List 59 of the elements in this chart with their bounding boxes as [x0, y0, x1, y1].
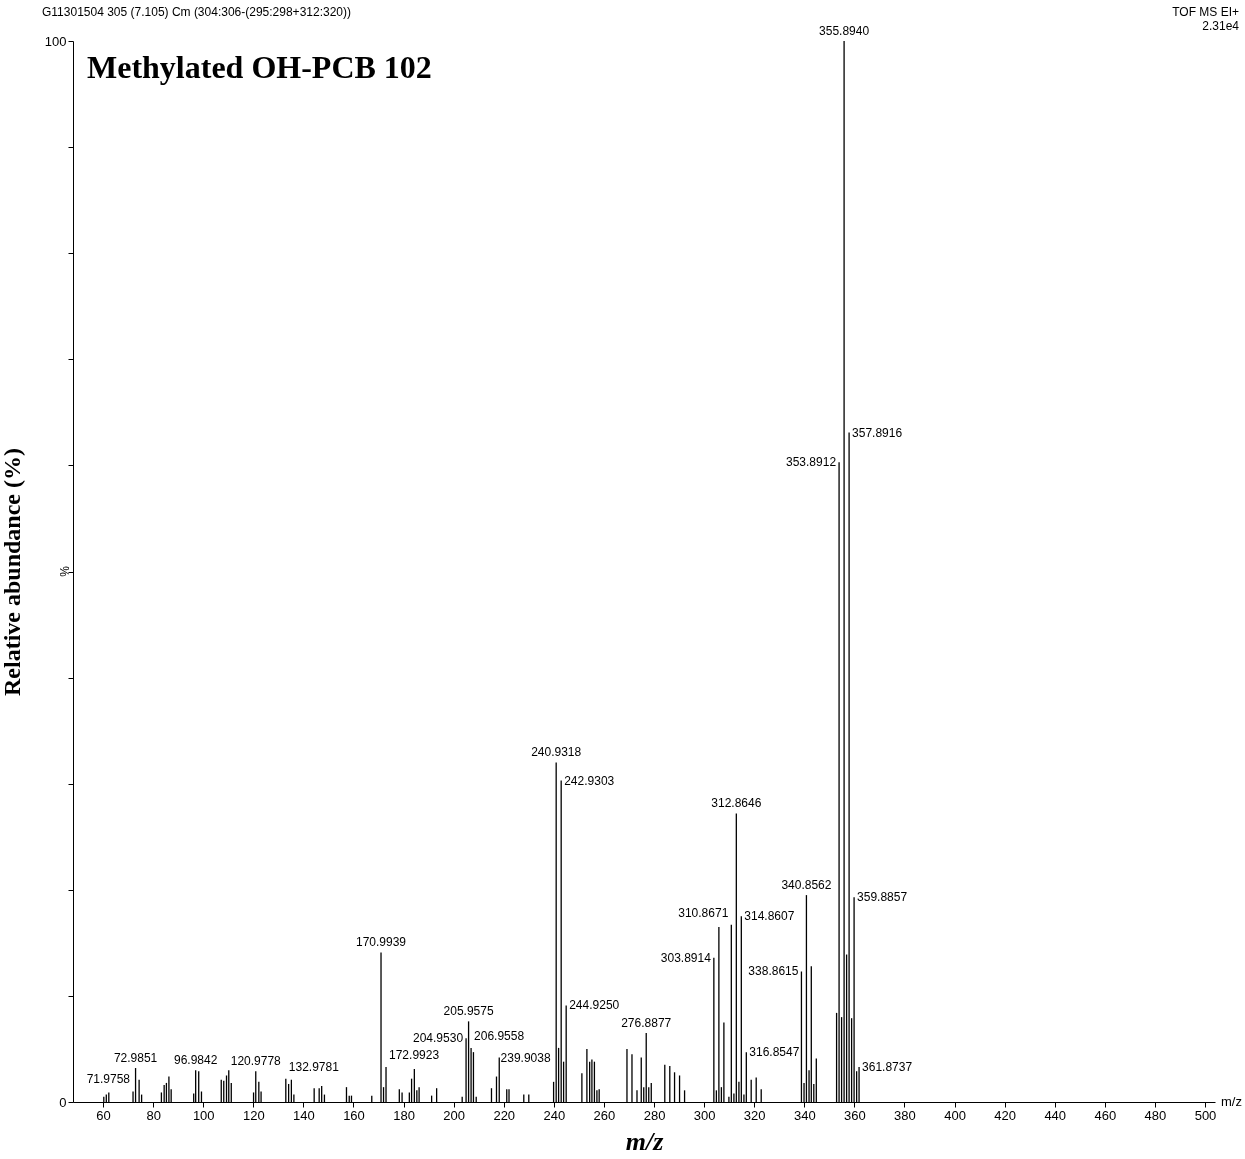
annotation: 361.8737: [862, 1059, 913, 1074]
x-tick-label: 280: [643, 1107, 666, 1123]
x-tick-label: 300: [693, 1107, 716, 1123]
annotation: 170.9939: [355, 935, 407, 950]
x-axis-title: m/z: [625, 1126, 665, 1156]
annotation: 132.9781: [288, 1059, 340, 1074]
annotation: 312.8646: [711, 796, 762, 811]
annotation: 244.9250: [569, 998, 620, 1013]
x-tick-label: 80: [146, 1107, 161, 1123]
annotation: 340.8562: [781, 878, 832, 893]
annotation: 357.8916: [852, 425, 903, 440]
annotation: 240.9318: [531, 745, 582, 760]
text: %: [58, 565, 72, 577]
annotation: 72.9851: [113, 1051, 158, 1066]
text: m/z: [1221, 1094, 1242, 1109]
x-tick-label: 120: [242, 1107, 265, 1123]
x-tick-label: 100: [192, 1107, 215, 1123]
x-tick-label: 340: [793, 1107, 816, 1123]
x-tick-label: 420: [994, 1107, 1016, 1123]
annotation: 71.9758: [86, 1072, 131, 1087]
annotation: 242.9303: [564, 773, 615, 788]
annotation: 205.9575: [443, 1004, 494, 1019]
text: G11301504 305 (7.105) Cm (304:306-(295:298+312:320)): [42, 5, 351, 19]
annotation: 359.8857: [857, 890, 908, 905]
x-tick-label: 180: [393, 1107, 415, 1123]
text: TOF MS EI+: [1172, 5, 1239, 19]
annotation: 355.8940: [819, 24, 870, 38]
x-tick-label: 240: [543, 1107, 566, 1123]
annotation: 353.8912: [786, 455, 837, 470]
annotation: 316.8547: [749, 1045, 800, 1060]
x-tick-label: 360: [844, 1107, 866, 1123]
x-tick-label: 460: [1094, 1107, 1117, 1123]
annotation: 172.9923: [389, 1047, 440, 1062]
x-tick-label: 140: [293, 1107, 315, 1123]
x-tick-label: 200: [443, 1107, 466, 1123]
x-tick-label: 500: [1194, 1107, 1217, 1123]
x-tick-label: 480: [1144, 1107, 1167, 1123]
annotation: 206.9558: [474, 1028, 525, 1043]
annotation: 239.9038: [500, 1050, 551, 1065]
annotation: 96.9842: [173, 1053, 218, 1068]
annotation: 204.9530: [413, 1031, 464, 1046]
x-tick-label: 160: [343, 1107, 365, 1123]
text: 2.31e4: [1202, 19, 1240, 33]
x-tick-label: 260: [593, 1107, 616, 1123]
x-tick-label: 400: [944, 1107, 966, 1123]
y-tick-label: 0: [59, 1094, 67, 1110]
x-tick-label: 320: [743, 1107, 766, 1123]
annotation: 303.8914: [660, 950, 712, 965]
y-axis-title: Relative abundance (%): [0, 448, 25, 696]
x-tick-label: 380: [894, 1107, 916, 1123]
x-tick-label: 440: [1044, 1107, 1067, 1123]
annotation: 276.8877: [621, 1016, 672, 1031]
annotation: 310.8671: [678, 905, 729, 920]
annotation: 314.8607: [744, 909, 795, 924]
chart-title: Methylated OH-PCB 102: [87, 49, 432, 85]
x-tick-label: 60: [96, 1107, 111, 1123]
annotation: 120.9778: [230, 1054, 282, 1069]
x-tick-label: 220: [493, 1107, 516, 1123]
annotation: 338.8615: [748, 964, 799, 979]
